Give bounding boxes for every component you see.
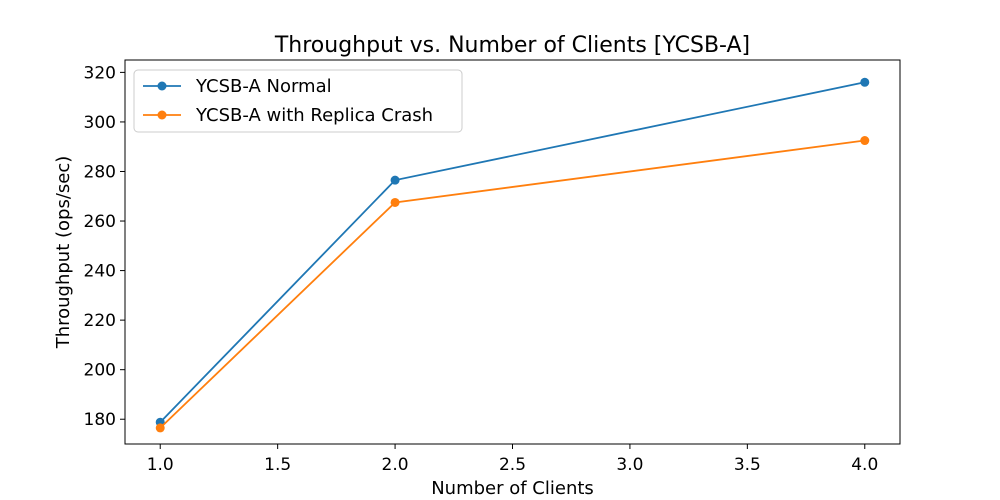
y-tick-label: 320 <box>84 63 116 83</box>
y-tick-label: 180 <box>84 410 116 430</box>
x-tick-label: 1.0 <box>147 455 174 475</box>
legend-marker-2 <box>157 110 167 120</box>
legend-marker-1 <box>157 81 167 91</box>
legend-label-1: YCSB-A Normal <box>195 76 332 97</box>
legend-frame <box>133 69 463 133</box>
series-2-point <box>860 136 870 146</box>
y-tick-label: 300 <box>84 113 116 133</box>
series-2-point <box>155 423 165 433</box>
series-2-point <box>390 197 400 207</box>
y-tick-label: 200 <box>84 361 116 381</box>
legend-label-2: YCSB-A with Replica Crash <box>195 105 433 126</box>
x-tick-label: 1.5 <box>264 455 291 475</box>
y-axis: 180 200 220 240 260 280 300 320 <box>84 63 125 430</box>
y-tick-label: 260 <box>84 212 116 232</box>
y-axis-label: Throughput (ops/sec) <box>53 156 74 350</box>
legend: YCSB-A Normal YCSB-A with Replica Crash <box>133 69 463 133</box>
y-tick-label: 240 <box>84 262 116 282</box>
series-1-point <box>390 175 400 185</box>
series-line-2 <box>159 139 865 429</box>
y-tick-label: 220 <box>84 311 116 331</box>
y-tick-label: 280 <box>84 162 116 182</box>
chart-title: Throughput vs. Number of Clients [YCSB-A… <box>274 33 750 58</box>
series-1-point <box>860 77 870 87</box>
x-tick-label: 2.0 <box>382 455 409 475</box>
x-tick-label: 2.5 <box>499 455 526 475</box>
x-tick-label: 3.0 <box>616 455 643 475</box>
plot-area <box>155 77 870 433</box>
series-line-1 <box>159 81 865 423</box>
x-axis-label: Number of Clients <box>431 478 594 499</box>
x-tick-label: 3.5 <box>734 455 761 475</box>
x-tick-label: 4.0 <box>851 455 878 475</box>
x-axis: 1.0 1.5 2.0 2.5 3.0 3.5 4.0 <box>147 444 878 475</box>
